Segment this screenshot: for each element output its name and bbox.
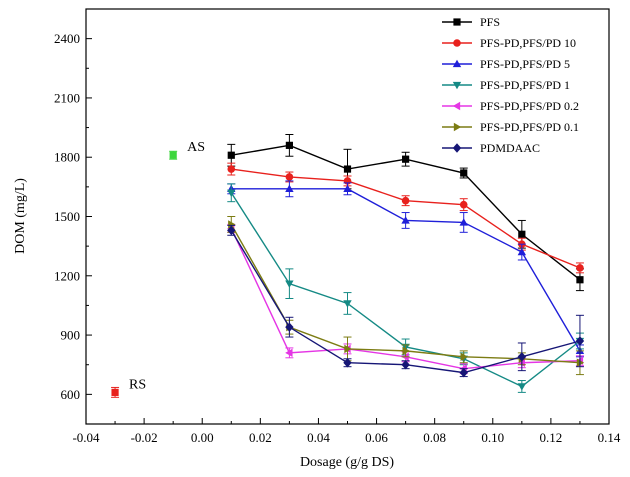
y-tick-label: 1800 <box>54 150 80 165</box>
series-7 <box>227 224 585 378</box>
data-point <box>401 196 410 205</box>
data-point <box>227 189 236 197</box>
data-point <box>227 151 235 159</box>
annotation-label: AS <box>187 140 205 155</box>
legend-marker <box>452 101 461 111</box>
data-point <box>575 336 585 346</box>
legend-item: PFS-PD,PFS/PD 10 <box>442 36 576 50</box>
data-point <box>343 184 352 192</box>
data-point <box>576 276 584 284</box>
legend-label: PFS-PD,PFS/PD 5 <box>480 57 570 71</box>
y-tick-label: 1200 <box>54 268 80 283</box>
x-tick-label: -0.02 <box>131 430 158 445</box>
legend-item: PFS-PD,PFS/PD 0.1 <box>442 120 579 134</box>
series-6 <box>227 216 585 376</box>
x-tick-label: 0.06 <box>365 430 388 445</box>
y-axis-title: DOM (mg/L) <box>13 178 28 254</box>
data-point <box>285 322 294 332</box>
y-tick-label: 900 <box>61 328 81 343</box>
data-point <box>459 218 468 226</box>
data-point <box>343 358 352 368</box>
y-tick-label: 1500 <box>54 209 80 224</box>
extra-point-as: AS <box>169 140 205 160</box>
x-tick-labels: -0.04 -0.02 0.00 0.02 0.04 0.06 0.08 0.10 0.12 0.… <box>72 430 620 445</box>
x-tick-label: 0.12 <box>540 430 563 445</box>
data-point <box>460 169 468 177</box>
data-point <box>401 216 410 224</box>
annotation-label: RS <box>129 377 146 392</box>
legend-item: PDMDAAC <box>442 141 540 155</box>
x-tick-label: 0.14 <box>598 430 621 445</box>
data-point <box>227 165 236 173</box>
x-tick-label: -0.04 <box>72 430 100 445</box>
data-point <box>517 352 527 362</box>
legend: PFS PFS-PD,PFS/PD 10 PFS-PD,PFS/PD 5 PFS-PD… <box>442 15 579 155</box>
data-point <box>228 220 236 229</box>
legend-label: PFS-PD,PFS/PD 1 <box>480 78 570 92</box>
legend-marker <box>452 143 462 153</box>
data-point <box>402 155 410 163</box>
axis-ticks <box>85 8 610 425</box>
x-tick-label: 0.00 <box>191 430 214 445</box>
data-point <box>402 346 410 356</box>
legend-marker <box>453 18 461 26</box>
legend-marker <box>453 39 461 47</box>
data-point <box>169 151 177 159</box>
x-tick-label: 0.04 <box>307 430 330 445</box>
data-point <box>111 388 119 396</box>
legend-marker <box>452 81 462 90</box>
data-point <box>285 141 293 149</box>
data-point <box>285 280 294 288</box>
data-point <box>576 264 584 272</box>
legend-item: PFS-PD,PFS/PD 5 <box>442 57 570 71</box>
x-axis-title: Dosage (g/g DS) <box>300 455 394 470</box>
extra-point-rs: RS <box>111 377 146 398</box>
y-tick-label: 600 <box>61 387 81 402</box>
data-point <box>459 367 468 378</box>
data-point <box>344 344 352 354</box>
legend-label: PFS-PD,PFS/PD 0.2 <box>480 99 579 113</box>
y-tick-label: 2400 <box>54 31 80 46</box>
legend-marker <box>452 59 462 68</box>
data-point <box>518 230 526 238</box>
data-point <box>343 300 352 308</box>
data-point <box>227 225 236 236</box>
legend-label: PFS-PD,PFS/PD 10 <box>480 36 576 50</box>
x-tick-label: 0.10 <box>481 430 504 445</box>
legend-item: PFS-PD,PFS/PD 1 <box>442 78 570 92</box>
data-point <box>576 358 585 367</box>
data-point <box>459 200 468 209</box>
legend-item: PFS-PD,PFS/PD 0.2 <box>442 99 579 113</box>
x-tick-label: 0.02 <box>249 430 272 445</box>
data-point <box>517 247 527 256</box>
data-point <box>343 165 352 173</box>
data-point <box>285 184 294 192</box>
extra-points-layer: AS RS <box>111 140 205 398</box>
x-tick-label: 0.08 <box>423 430 446 445</box>
data-point <box>460 352 468 362</box>
data-point <box>285 173 294 181</box>
data-point <box>517 383 527 391</box>
series-layer <box>227 133 585 393</box>
data-point <box>285 348 293 358</box>
legend-label: PFS-PD,PFS/PD 0.1 <box>480 120 579 134</box>
data-point <box>401 360 410 370</box>
legend-label: PFS <box>480 15 500 29</box>
legend-marker <box>453 122 462 132</box>
y-tick-label: 2100 <box>54 90 80 105</box>
legend-label: PDMDAAC <box>480 141 540 155</box>
y-tick-labels: 600 900 1200 1500 1800 2100 2400 <box>54 31 80 402</box>
legend-item: PFS <box>442 15 500 29</box>
